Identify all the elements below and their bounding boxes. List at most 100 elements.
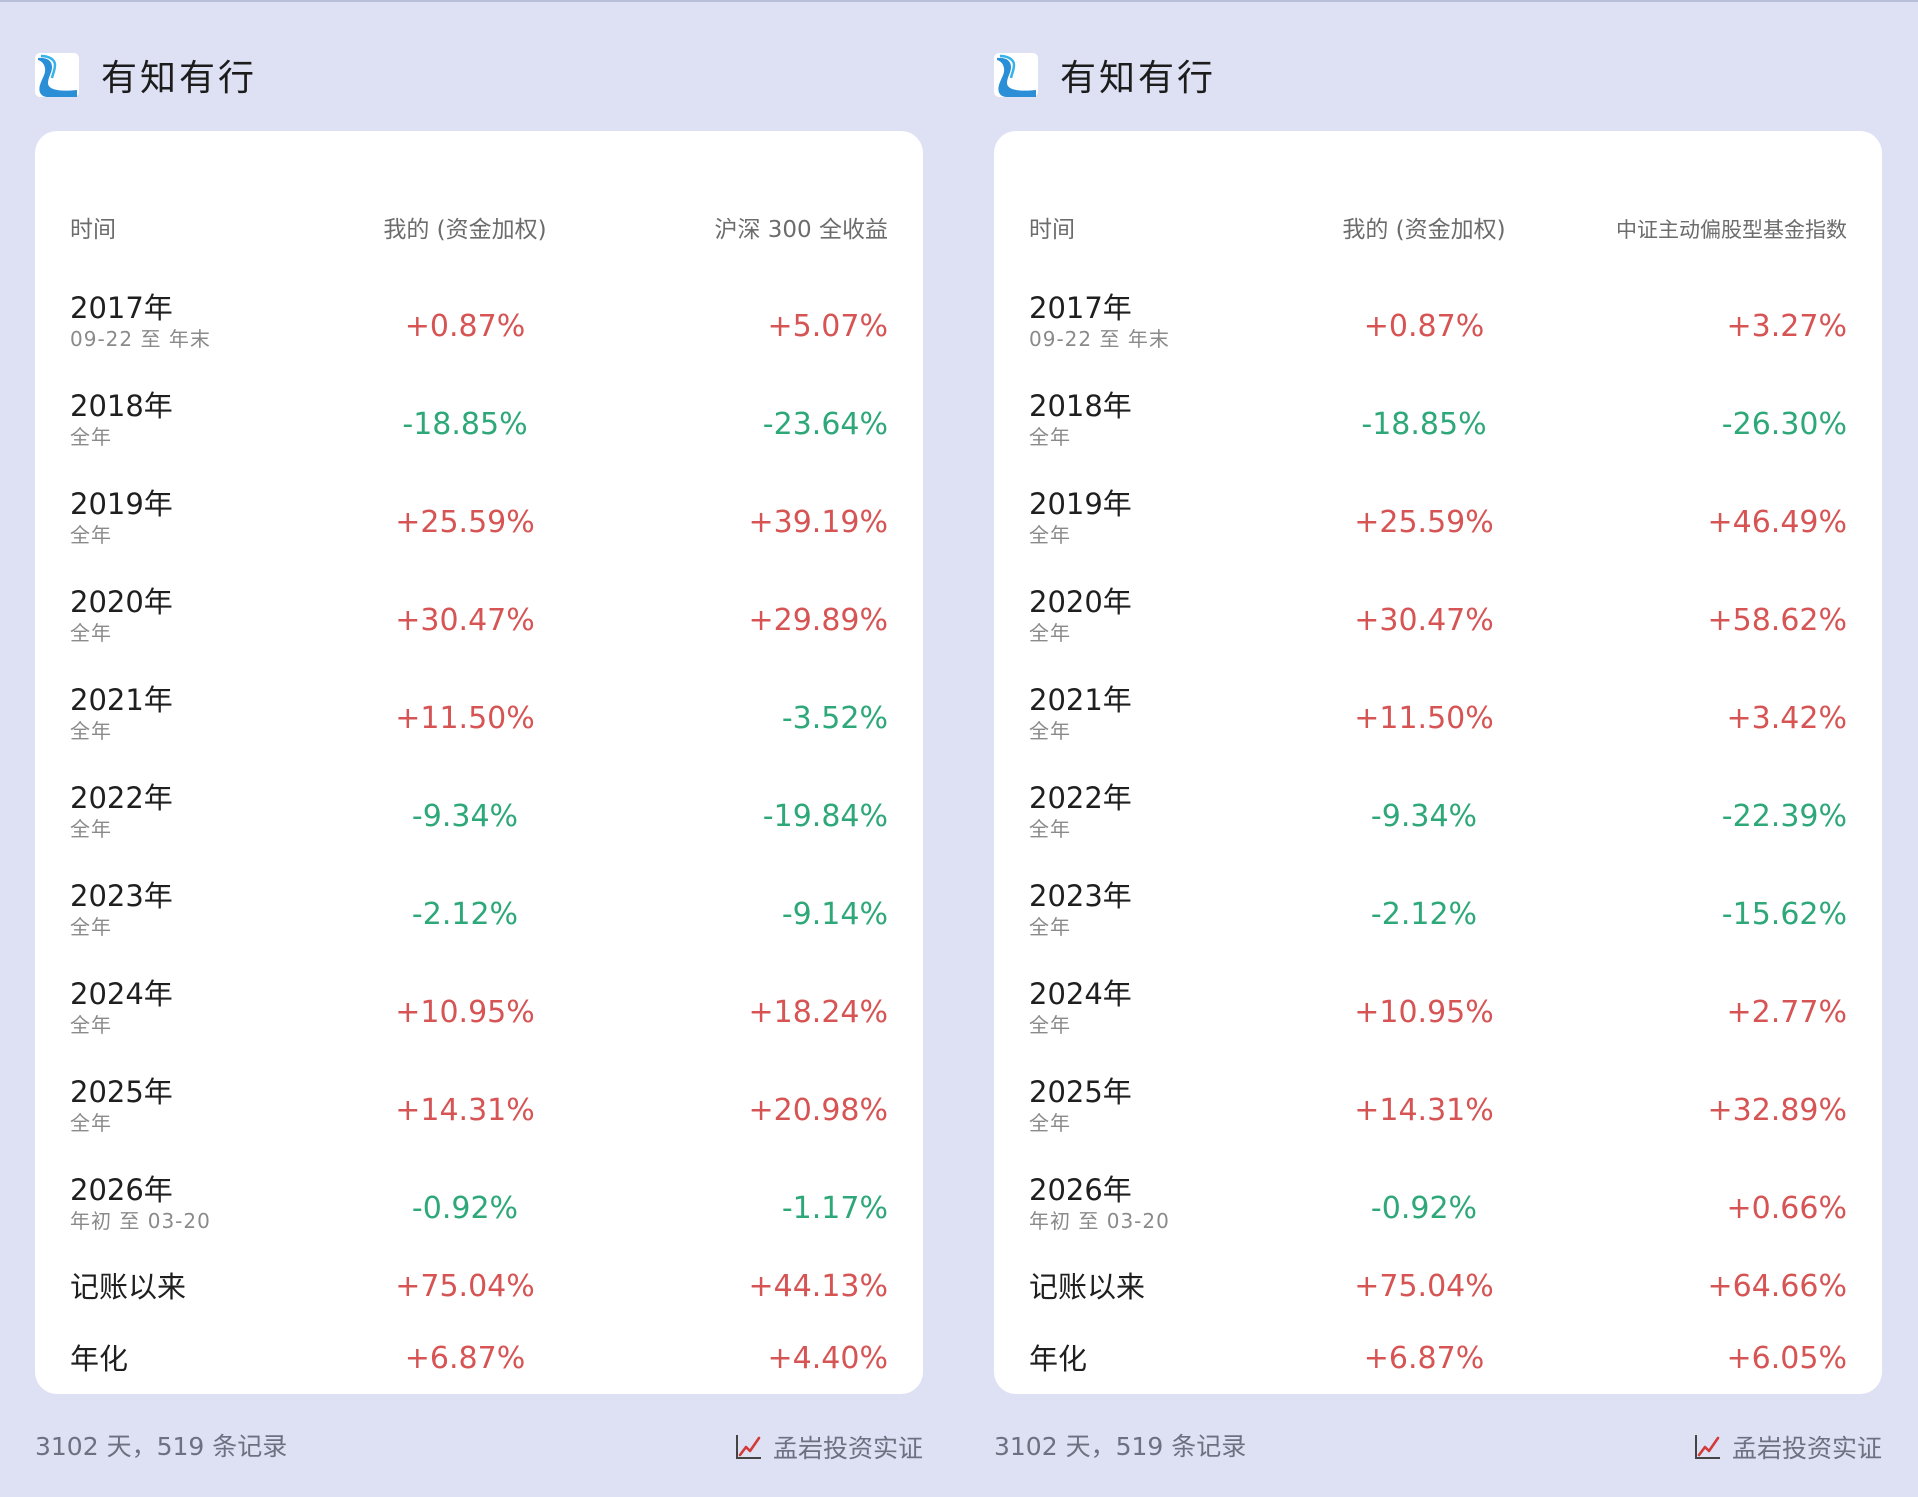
range-label: 全年 [1029, 621, 1071, 645]
attribution: 孟岩投资实证 [1692, 1422, 1882, 1472]
chart-up-icon [735, 1435, 761, 1459]
my-return: -18.85% [1361, 407, 1487, 442]
year-label: 2017年 [1029, 291, 1132, 325]
period-cell: 记账以来 [1029, 1249, 1145, 1325]
header-time: 时间 [70, 217, 116, 243]
period-cell: 2022年 全年 [1029, 779, 1132, 841]
brand-header: 有知有行 [35, 51, 257, 99]
period-cell: 2021年 全年 [70, 681, 173, 743]
table-row: 2025年 全年 +14.31% +32.89% [994, 1073, 1882, 1171]
my-return: +10.95% [1354, 995, 1494, 1030]
record-summary: 3102 天，519 条记录 [994, 1432, 1247, 1461]
range-label: 09-22 至 年末 [1029, 327, 1170, 351]
table-row: 2023年 全年 -2.12% -9.14% [35, 877, 923, 975]
returns-card [35, 131, 923, 1394]
range-label: 全年 [70, 915, 112, 939]
header-benchmark: 中证主动偏股型基金指数 [1616, 218, 1847, 242]
attribution-text: 孟岩投资实证 [772, 1434, 923, 1463]
year-label: 2022年 [70, 781, 173, 815]
benchmark-return: +32.89% [1707, 1093, 1847, 1128]
my-return: -18.85% [402, 407, 528, 442]
attribution: 孟岩投资实证 [733, 1422, 923, 1472]
period-cell: 年化 [1029, 1321, 1087, 1397]
my-return: -0.92% [1370, 1191, 1478, 1226]
range-label: 全年 [70, 817, 112, 841]
table-row: 2025年 全年 +14.31% +20.98% [35, 1073, 923, 1171]
period-cell: 2025年 全年 [70, 1073, 173, 1135]
table-row: 2021年 全年 +11.50% +3.42% [994, 681, 1882, 779]
benchmark-return: -15.62% [1721, 897, 1847, 932]
my-return: +0.87% [1363, 309, 1485, 344]
year-label: 2026年 [70, 1173, 173, 1207]
period-cell: 2019年 全年 [1029, 485, 1132, 547]
my-return: +30.47% [1354, 603, 1494, 638]
range-label: 年初 至 03-20 [1029, 1209, 1170, 1233]
benchmark-return: +5.07% [767, 309, 888, 344]
benchmark-return: +44.13% [748, 1269, 888, 1304]
range-label: 全年 [70, 523, 112, 547]
brand-name: 有知有行 [1060, 58, 1217, 99]
summary-label: 年化 [1029, 1342, 1088, 1376]
period-cell: 2022年 全年 [70, 779, 173, 841]
range-label: 全年 [1029, 817, 1071, 841]
range-label: 全年 [1029, 1013, 1071, 1037]
my-return: +0.87% [404, 309, 526, 344]
table-row: 2019年 全年 +25.59% +39.19% [35, 485, 923, 583]
table-row: 2020年 全年 +30.47% +58.62% [994, 583, 1882, 681]
returns-panel-hs300: 有知有行 时间 我的 (资金加权) 沪深 300 全收益 2017年 09-22… [35, 0, 923, 1497]
table-row: 2022年 全年 -9.34% -22.39% [994, 779, 1882, 877]
my-return: +11.50% [1354, 701, 1494, 736]
period-cell: 2017年 09-22 至 年末 [70, 289, 211, 351]
benchmark-return: +39.19% [748, 505, 888, 540]
year-label: 2018年 [70, 389, 173, 423]
header-time: 时间 [1029, 217, 1075, 243]
range-label: 全年 [1029, 915, 1071, 939]
period-cell: 2024年 全年 [1029, 975, 1132, 1037]
my-return: -2.12% [1370, 897, 1478, 932]
benchmark-return: -1.17% [781, 1191, 888, 1226]
year-label: 2024年 [1029, 977, 1132, 1011]
table-row: 2017年 09-22 至 年末 +0.87% +5.07% [35, 289, 923, 387]
year-label: 2022年 [1029, 781, 1132, 815]
benchmark-return: +46.49% [1707, 505, 1847, 540]
my-return: -9.34% [1370, 799, 1478, 834]
returns-panel-fund-index: 有知有行 时间 我的 (资金加权) 中证主动偏股型基金指数 2017年 09-2… [994, 0, 1882, 1497]
my-return: +10.95% [395, 995, 535, 1030]
year-label: 2020年 [70, 585, 173, 619]
table-row: 2017年 09-22 至 年末 +0.87% +3.27% [994, 289, 1882, 387]
benchmark-return: +58.62% [1707, 603, 1847, 638]
period-cell: 2020年 全年 [1029, 583, 1132, 645]
table-header: 时间 我的 (资金加权) 中证主动偏股型基金指数 [994, 210, 1882, 250]
my-return: +25.59% [395, 505, 535, 540]
period-cell: 2021年 全年 [1029, 681, 1132, 743]
table-row: 2018年 全年 -18.85% -26.30% [994, 387, 1882, 485]
year-label: 2026年 [1029, 1173, 1132, 1207]
year-label: 2025年 [70, 1075, 173, 1109]
period-cell: 记账以来 [70, 1249, 186, 1325]
table-row: 2021年 全年 +11.50% -3.52% [35, 681, 923, 779]
benchmark-return: +20.98% [748, 1093, 888, 1128]
summary-row: 年化 +6.87% +4.40% [35, 1321, 923, 1419]
summary-row: 记账以来 +75.04% +64.66% [994, 1249, 1882, 1347]
period-cell: 2018年 全年 [70, 387, 173, 449]
benchmark-return: +6.05% [1726, 1341, 1847, 1376]
benchmark-return: -23.64% [762, 407, 888, 442]
record-summary: 3102 天，519 条记录 [35, 1432, 288, 1461]
my-return: +75.04% [395, 1269, 535, 1304]
year-label: 2025年 [1029, 1075, 1132, 1109]
my-return: +6.87% [404, 1341, 526, 1376]
year-label: 2021年 [1029, 683, 1132, 717]
range-label: 全年 [1029, 523, 1071, 547]
table-row: 2026年 年初 至 03-20 -0.92% +0.66% [994, 1171, 1882, 1269]
period-cell: 2026年 年初 至 03-20 [70, 1171, 211, 1233]
range-label: 全年 [70, 621, 112, 645]
benchmark-return: +29.89% [748, 603, 888, 638]
attribution-text: 孟岩投资实证 [1731, 1434, 1882, 1463]
range-label: 全年 [70, 1111, 112, 1135]
brand-name: 有知有行 [101, 58, 258, 99]
top-divider [0, 0, 1918, 2]
table-row: 2024年 全年 +10.95% +18.24% [35, 975, 923, 1073]
range-label: 全年 [1029, 719, 1071, 743]
year-label: 2023年 [70, 879, 173, 913]
period-cell: 年化 [70, 1321, 128, 1397]
